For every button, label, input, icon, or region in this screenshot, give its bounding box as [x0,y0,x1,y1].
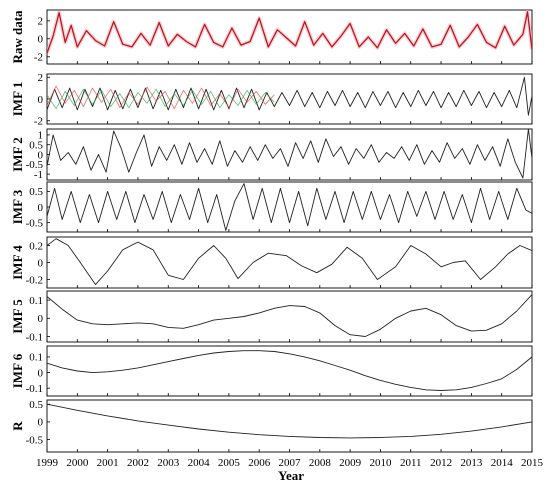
y-tick-label: -2 [34,52,43,64]
series-line-2 [47,11,532,54]
y-tick-label: 0 [38,257,44,269]
y-tick-label: -0.2 [26,274,43,286]
y-tick-label: 0 [38,417,44,429]
x-tick-label: 2007 [279,457,302,469]
panel-frame [46,181,533,233]
panel-3: 10.50-0.5-1 IMF 2 [10,128,533,181]
y-tick-label: 0 [38,202,44,214]
x-axis-label: Year [278,468,304,483]
y-axis-label: IMF 6 [10,353,25,388]
x-tick-label: 2012 [430,457,452,469]
y-axis-label: IMF 1 [10,82,25,117]
y-tick-label: -0.5 [26,434,44,446]
x-tick-label: 2009 [339,457,362,469]
y-axis-label: R [10,421,25,431]
x-tick-label: 2005 [218,457,241,469]
x-tick-label: 2001 [97,457,119,469]
y-tick-label: 0.2 [29,240,43,252]
y-axis-label: IMF 4 [10,245,25,280]
x-tick-label: 2011 [400,457,422,469]
y-tick-label: -0.5 [26,159,44,171]
series-line-3 [47,88,275,110]
x-tick-label: 2014 [491,457,514,469]
y-tick-label: 0.1 [29,352,43,364]
x-tick-label: 2008 [309,457,332,469]
y-tick-label: -0.1 [26,331,43,343]
y-tick-label: 0 [38,94,44,106]
x-tick-label: 2002 [127,457,149,469]
y-tick-label: 0.5 [29,186,43,198]
series-line-2 [47,85,275,110]
x-tick-label: 2003 [157,457,180,469]
y-tick-label: 2 [38,72,44,84]
series-line-1 [47,129,532,179]
y-tick-label: -1 [34,169,43,181]
series-line-1 [47,183,532,231]
x-tick-label: 2010 [369,457,392,469]
panel-1: 2 0 -2 Raw data [10,9,533,65]
series-line-1 [47,403,532,439]
y-tick-label: 0 [38,34,44,46]
y-axis-label: Raw data [10,10,25,64]
y-axis-label: IMF 2 [10,137,25,172]
y-tick-label: 0 [38,149,44,161]
panel-frame [46,290,533,343]
y-tick-label: 1 [38,130,44,142]
panel-frame [46,399,533,453]
y-tick-label: 0 [38,367,44,379]
y-tick-label: 0.5 [29,399,43,411]
series-line-1 [47,76,532,116]
series-line-1 [47,350,532,391]
x-tick-label: 2000 [66,457,89,469]
y-tick-label: 0.1 [29,295,43,307]
x-tick-label: 1999 [36,457,59,469]
y-tick-label: -2 [34,116,43,128]
x-tick-label: 2015 [521,457,544,469]
series-line-1 [47,294,532,337]
x-tick-label: 2006 [248,457,271,469]
x-tick-label: 2004 [188,457,211,469]
panel-frame [46,128,533,181]
y-axis-label: IMF 3 [10,189,25,224]
y-tick-label: 0 [38,313,44,325]
panel-2: 2 0 -2 IMF 1 [10,72,533,128]
y-tick-label: -0.1 [26,383,43,395]
y-axis-label: IMF 5 [10,299,25,334]
series-line-1 [47,238,532,286]
x-tick-label: 2013 [460,457,483,469]
y-tick-label: -0.5 [26,217,44,229]
y-tick-label: 0.5 [29,139,43,151]
x-axis: 1999 2000 2001 2002 2003 2004 2005 2006 2007 2008… [36,457,544,469]
y-tick-label: 2 [38,16,44,28]
panel-frame [46,236,533,289]
panel-8: 0.5 0 -0.5R [10,399,533,453]
